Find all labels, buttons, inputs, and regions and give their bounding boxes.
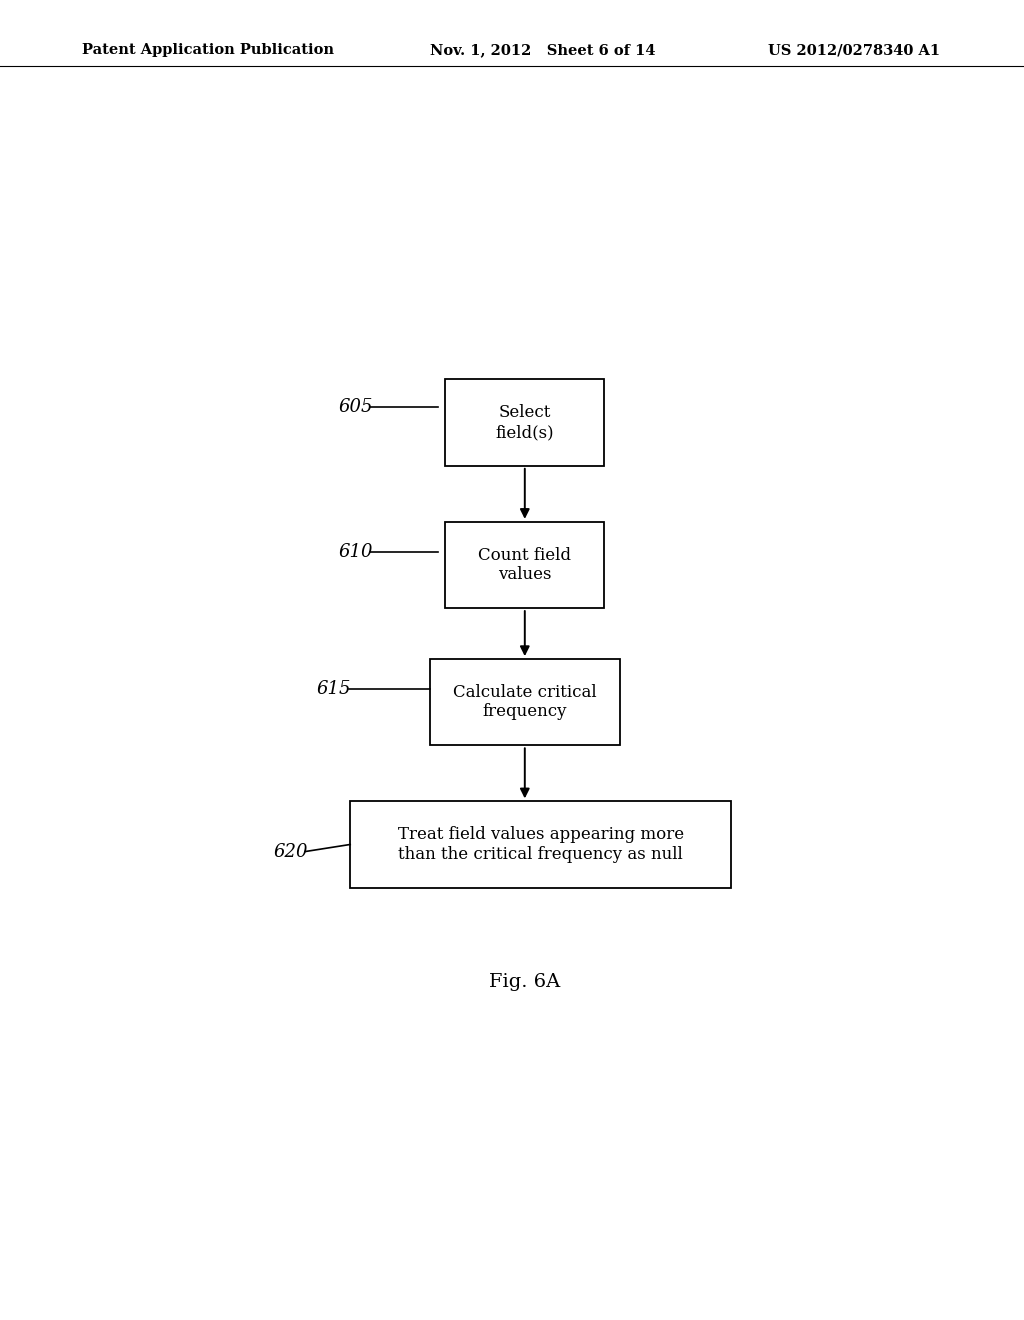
Text: Select
field(s): Select field(s) [496,404,554,441]
Text: 610: 610 [338,543,373,561]
Text: Fig. 6A: Fig. 6A [489,973,560,991]
Text: Count field
values: Count field values [478,546,571,583]
FancyBboxPatch shape [445,379,604,466]
Text: Nov. 1, 2012   Sheet 6 of 14: Nov. 1, 2012 Sheet 6 of 14 [430,44,655,57]
Text: US 2012/0278340 A1: US 2012/0278340 A1 [768,44,940,57]
Text: 620: 620 [273,842,308,861]
Text: Calculate critical
frequency: Calculate critical frequency [453,684,597,721]
FancyBboxPatch shape [350,801,731,887]
FancyBboxPatch shape [430,659,620,746]
FancyBboxPatch shape [445,521,604,609]
Text: Patent Application Publication: Patent Application Publication [82,44,334,57]
Text: Treat field values appearing more
than the critical frequency as null: Treat field values appearing more than t… [397,826,684,863]
Text: 605: 605 [338,399,373,416]
Text: 615: 615 [316,680,351,698]
